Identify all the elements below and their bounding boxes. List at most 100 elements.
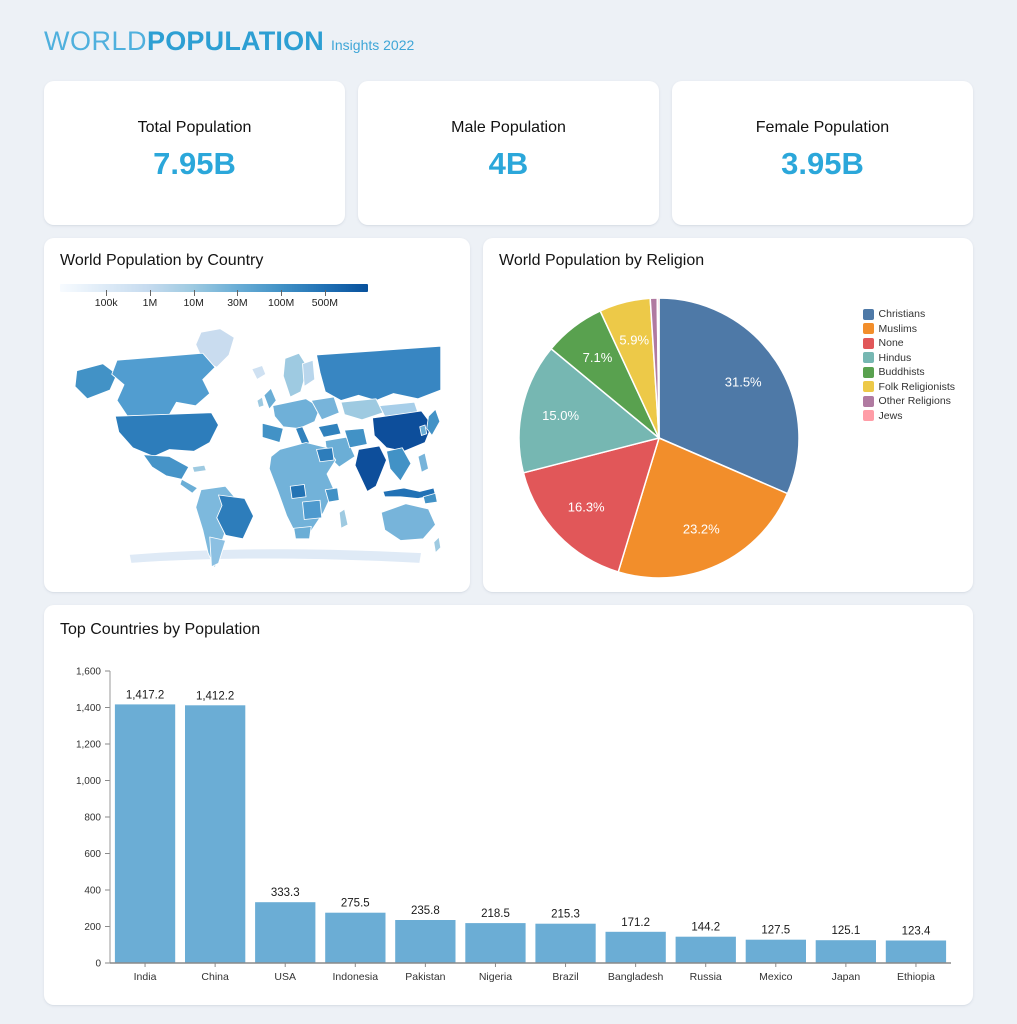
map-region-iran[interactable] — [344, 428, 368, 449]
map-region-turkey[interactable] — [317, 422, 342, 438]
bar-value-label: 123.4 — [902, 926, 931, 938]
map-region-europe[interactable] — [272, 398, 321, 429]
legend-item-buddhists[interactable]: Buddhists — [862, 366, 955, 378]
map-region-finland[interactable] — [302, 359, 316, 387]
legend-item-muslims[interactable]: Muslims — [862, 322, 955, 335]
stat-value: 3.95B — [781, 146, 864, 181]
legend-label: Buddhists — [878, 366, 925, 378]
colorbar-tick — [324, 290, 326, 296]
x-axis-category-label: China — [201, 971, 229, 983]
map-region-central-america[interactable] — [179, 478, 198, 494]
legend-swatch — [862, 308, 874, 320]
map-region-iberia[interactable] — [261, 422, 284, 443]
map-region-central-asia[interactable] — [340, 398, 384, 421]
map-colorbar-gradient — [60, 284, 368, 292]
colorbar-tick — [106, 290, 108, 296]
bar-title: Top Countries by Population — [60, 621, 261, 638]
map-region-russia[interactable] — [316, 345, 442, 401]
y-axis-tick-label: 1,600 — [76, 667, 101, 678]
bar-india[interactable] — [114, 704, 176, 963]
legend-label: Hindus — [878, 351, 912, 364]
map-region-argentina[interactable] — [209, 536, 226, 568]
map-region-new-zealand[interactable] — [433, 536, 442, 554]
stat-card-male-population: Male Population 4B — [358, 81, 659, 225]
bar-value-label: 215.3 — [551, 909, 580, 921]
stat-label: Female Population — [755, 119, 890, 136]
map-region-brazil[interactable] — [216, 494, 254, 540]
pie-slice-hindus[interactable] — [518, 347, 661, 474]
bar-bangladesh[interactable] — [605, 931, 666, 963]
legend-item-hindus[interactable]: Hindus — [862, 351, 955, 364]
map-region-east-europe[interactable] — [310, 396, 340, 421]
colorbar-tick — [149, 290, 151, 296]
pie-slice-christians[interactable] — [658, 297, 800, 495]
map-region-alaska[interactable] — [74, 363, 118, 400]
y-axis-tick-label: 200 — [84, 922, 101, 933]
map-region-scandinavia[interactable] — [282, 352, 309, 398]
pie-slice-none[interactable] — [522, 436, 661, 573]
x-axis-category-label: Pakistan — [405, 971, 445, 983]
map-region-south-africa[interactable] — [293, 526, 312, 540]
map-region-usa[interactable] — [114, 412, 219, 457]
map-region-china[interactable] — [372, 410, 433, 452]
map-region-mexico[interactable] — [142, 454, 190, 480]
map-card: World Population by Country 100k 1M 10M 30M… — [44, 238, 470, 592]
x-axis-category-label: Nigeria — [479, 971, 512, 983]
bar-china[interactable] — [185, 705, 246, 963]
bar-ethiopia[interactable] — [885, 940, 947, 964]
map-region-italy[interactable] — [295, 426, 310, 447]
map-region-nigeria[interactable] — [289, 484, 307, 499]
map-region-ethiopia[interactable] — [324, 487, 340, 503]
map-region-new-guinea[interactable] — [422, 492, 438, 505]
map-region-japan[interactable] — [426, 408, 441, 436]
map-region-se-asia[interactable] — [386, 447, 412, 482]
legend-label: Other Religions — [878, 395, 951, 407]
y-axis-tick-label: 800 — [84, 813, 101, 824]
page-header: WORLDPOPULATION Insights 2022 — [44, 26, 973, 57]
bar-usa[interactable] — [255, 902, 316, 963]
map-region-antarctica[interactable] — [128, 548, 422, 564]
world-population-dashboard: WORLDPOPULATION Insights 2022 Total Popul… — [44, 26, 973, 1005]
legend-item-christians[interactable]: Christians — [862, 308, 955, 320]
map-region-iceland[interactable] — [251, 365, 267, 380]
map-region-cuba[interactable] — [191, 464, 207, 473]
pie-slice-muslims[interactable] — [617, 436, 789, 579]
map-region-canada[interactable] — [111, 352, 216, 417]
bar-value-label: 127.5 — [761, 925, 790, 937]
y-axis-tick-label: 1,400 — [76, 703, 101, 714]
pie-slice-jews[interactable] — [656, 297, 660, 439]
map-region-ireland[interactable] — [256, 396, 265, 408]
colorbar-tick-label: 1M — [142, 297, 158, 309]
bar-mexico[interactable] — [745, 939, 806, 963]
bar-japan[interactable] — [815, 940, 876, 963]
bar-brazil[interactable] — [535, 923, 596, 963]
bar-value-label: 1,417.2 — [126, 689, 164, 701]
pie-slice-label: 31.5% — [725, 375, 762, 390]
legend-label: None — [878, 337, 904, 349]
religion-pie-chart: 31.5% 23.2% 16.3% 15.0% 7.1% 5.9% — [518, 297, 800, 579]
legend-item-jews[interactable]: Jews — [862, 410, 955, 422]
map-region-uk[interactable] — [263, 387, 277, 410]
map-region-philippines[interactable] — [417, 452, 429, 473]
bar-value-label: 171.2 — [621, 917, 650, 929]
bar-pakistan[interactable] — [395, 920, 456, 963]
map-region-egypt[interactable] — [316, 447, 335, 463]
bar-nigeria[interactable] — [465, 923, 526, 963]
stat-label: Male Population — [451, 119, 566, 136]
map-region-madagascar[interactable] — [338, 508, 349, 529]
map-region-korea[interactable] — [419, 424, 428, 436]
map-region-drc[interactable] — [302, 499, 323, 520]
legend-item-folk-religionists[interactable]: Folk Religionists — [862, 380, 955, 393]
bar-russia[interactable] — [675, 936, 736, 963]
legend-item-none[interactable]: None — [862, 337, 955, 349]
bar-indonesia[interactable] — [325, 912, 386, 963]
legend-swatch — [862, 395, 874, 407]
legend-item-other-religions[interactable]: Other Religions — [862, 395, 955, 407]
colorbar-tick-label: 10M — [183, 297, 204, 309]
colorbar-tick — [237, 290, 239, 296]
map-region-australia[interactable] — [380, 503, 436, 541]
colorbar-tick-label: 100M — [268, 297, 295, 309]
legend-label: Folk Religionists — [878, 380, 955, 393]
map-region-india[interactable] — [354, 445, 387, 492]
legend-label: Muslims — [878, 322, 918, 335]
